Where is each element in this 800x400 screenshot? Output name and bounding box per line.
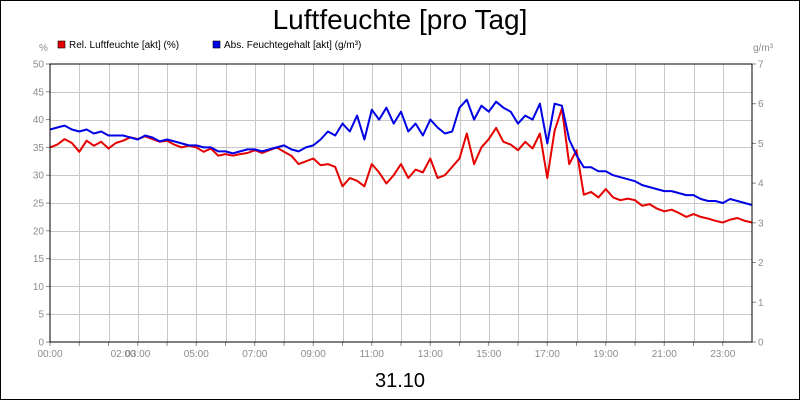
left-tick-label: 20 [33, 226, 45, 237]
legend-swatch [57, 40, 66, 49]
x-tick-label: 09:00 [301, 349, 326, 360]
legend-swatch [212, 40, 221, 49]
right-axis-unit: g/m³ [753, 43, 774, 54]
series-layer [49, 98, 753, 224]
left-tick-label: 50 [33, 60, 45, 71]
x-tick-label: 02:00 [111, 349, 136, 360]
x-tick-label: 23:00 [710, 349, 735, 360]
legend: Rel. Luftfeuchte [akt] (%) Abs. Feuchtege… [57, 40, 361, 51]
left-tick-label: 25 [33, 199, 45, 210]
x-tick-label: 03:00 [125, 349, 150, 360]
left-axis-ticks: 0 5 10 15 20 25 30 35 40 45 50 [33, 60, 50, 349]
right-tick-label: 7 [758, 60, 764, 71]
x-tick-label: 17:00 [535, 349, 560, 360]
left-tick-label: 35 [33, 143, 45, 154]
x-tick-label: 00:00 [37, 349, 62, 360]
right-tick-label: 0 [758, 338, 764, 349]
chart-title: Luftfeuchte [pro Tag] [273, 4, 528, 35]
x-tick-label: 05:00 [184, 349, 209, 360]
x-tick-label: 13:00 [418, 349, 443, 360]
right-tick-label: 5 [758, 139, 764, 150]
legend-label: Abs. Feuchtegehalt [akt] (g/m³) [224, 40, 361, 51]
plot-area-border [49, 63, 753, 343]
date-label: 31.10 [375, 370, 425, 392]
right-tick-label: 2 [758, 258, 764, 269]
right-tick-label: 4 [758, 179, 764, 190]
x-tick-label: 07:00 [242, 349, 267, 360]
legend-label: Rel. Luftfeuchte [akt] (%) [69, 40, 179, 51]
grid [50, 64, 752, 342]
series-line-rel-luftfeuchte [49, 107, 753, 224]
x-tick-label: 15:00 [476, 349, 501, 360]
legend-item: Abs. Feuchtegehalt [akt] (g/m³) [212, 40, 361, 51]
left-tick-label: 15 [33, 254, 45, 265]
series-line-abs-feuchtegehalt [49, 98, 753, 206]
left-tick-label: 5 [38, 310, 44, 321]
right-axis-ticks: 0 1 2 3 4 5 6 7 [752, 60, 764, 349]
left-tick-label: 0 [38, 338, 44, 349]
legend-item: Rel. Luftfeuchte [akt] (%) [57, 40, 179, 51]
right-tick-label: 3 [758, 218, 764, 229]
right-tick-label: 1 [758, 298, 764, 309]
left-tick-label: 10 [33, 282, 45, 293]
left-tick-label: 45 [33, 87, 45, 98]
x-tick-label: 21:00 [652, 349, 677, 360]
left-axis-unit: % [39, 43, 48, 54]
right-tick-label: 6 [758, 99, 764, 110]
left-tick-label: 30 [33, 171, 45, 182]
left-tick-label: 40 [33, 115, 45, 126]
x-tick-label: 11:00 [360, 349, 385, 360]
x-tick-label: 19:00 [593, 349, 618, 360]
